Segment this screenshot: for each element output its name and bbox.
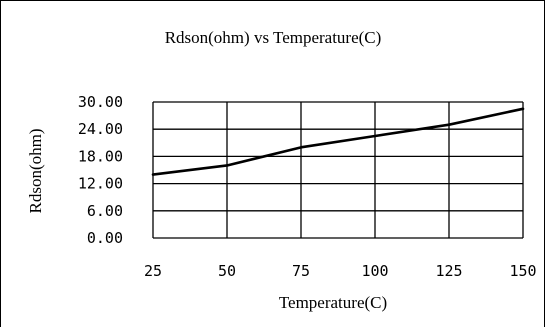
chart-title: Rdson(ohm) vs Temperature(C) (165, 28, 382, 47)
y-tick-label: 0.00 (87, 229, 123, 247)
y-tick-labels: 30.00 24.00 18.00 12.00 6.00 0.00 (78, 93, 123, 247)
y-tick-label: 12.00 (78, 175, 123, 193)
y-axis-label: Rdson(ohm) (26, 129, 45, 214)
x-tick-label: 125 (435, 262, 462, 280)
x-tick-label: 50 (218, 262, 236, 280)
y-tick-label: 18.00 (78, 147, 123, 165)
y-tick-label: 24.00 (78, 120, 123, 138)
x-tick-label: 100 (361, 262, 388, 280)
series-line (153, 109, 523, 175)
x-tick-label: 150 (509, 262, 536, 280)
y-tick-label: 6.00 (87, 202, 123, 220)
x-tick-label: 25 (144, 262, 162, 280)
x-tick-label: 75 (292, 262, 310, 280)
x-axis-label: Temperature(C) (279, 293, 387, 312)
x-tick-labels: 25 50 75 100 125 150 (144, 262, 537, 280)
series-group (153, 109, 523, 175)
y-tick-label: 30.00 (78, 93, 123, 111)
plot-grid (153, 102, 523, 238)
